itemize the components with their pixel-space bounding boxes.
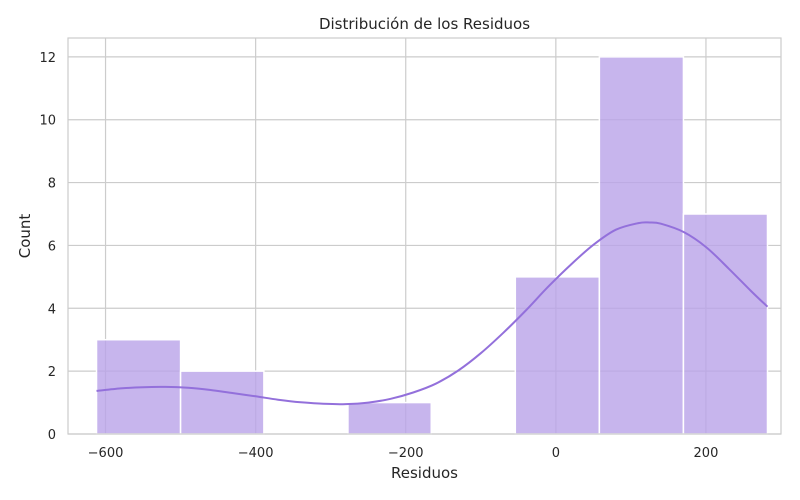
plot-frame [67, 37, 782, 435]
y-tick-label: 0 [48, 428, 56, 443]
y-tick-label: 2 [48, 365, 56, 380]
histogram-bar [347, 401, 433, 435]
x-tick-label: 200 [694, 446, 719, 461]
histogram-bar [598, 56, 685, 435]
chart-title: Distribución de los Residuos [319, 15, 530, 33]
x-axis-label: Residuos [391, 464, 458, 482]
y-tick-label: 10 [39, 114, 56, 129]
y-tick-label: 4 [48, 302, 56, 317]
y-tick-label: 8 [48, 177, 56, 192]
x-tick-label: −400 [238, 446, 274, 461]
kde-line [96, 221, 769, 406]
histogram-bar [514, 276, 601, 435]
histogram-bar [682, 213, 769, 435]
y-tick-label: 6 [48, 239, 56, 254]
x-tick-label: −200 [388, 446, 424, 461]
histogram-bar [179, 370, 265, 435]
x-tick-label: −600 [88, 446, 124, 461]
x-tick-label: 0 [552, 446, 560, 461]
y-axis-label: Count [16, 214, 34, 259]
y-tick-label: 12 [39, 51, 56, 66]
y-tick-labels: 0 2 4 6 8 10 12 [39, 51, 56, 443]
x-tick-labels: −600 −400 −200 0 200 [88, 446, 719, 461]
